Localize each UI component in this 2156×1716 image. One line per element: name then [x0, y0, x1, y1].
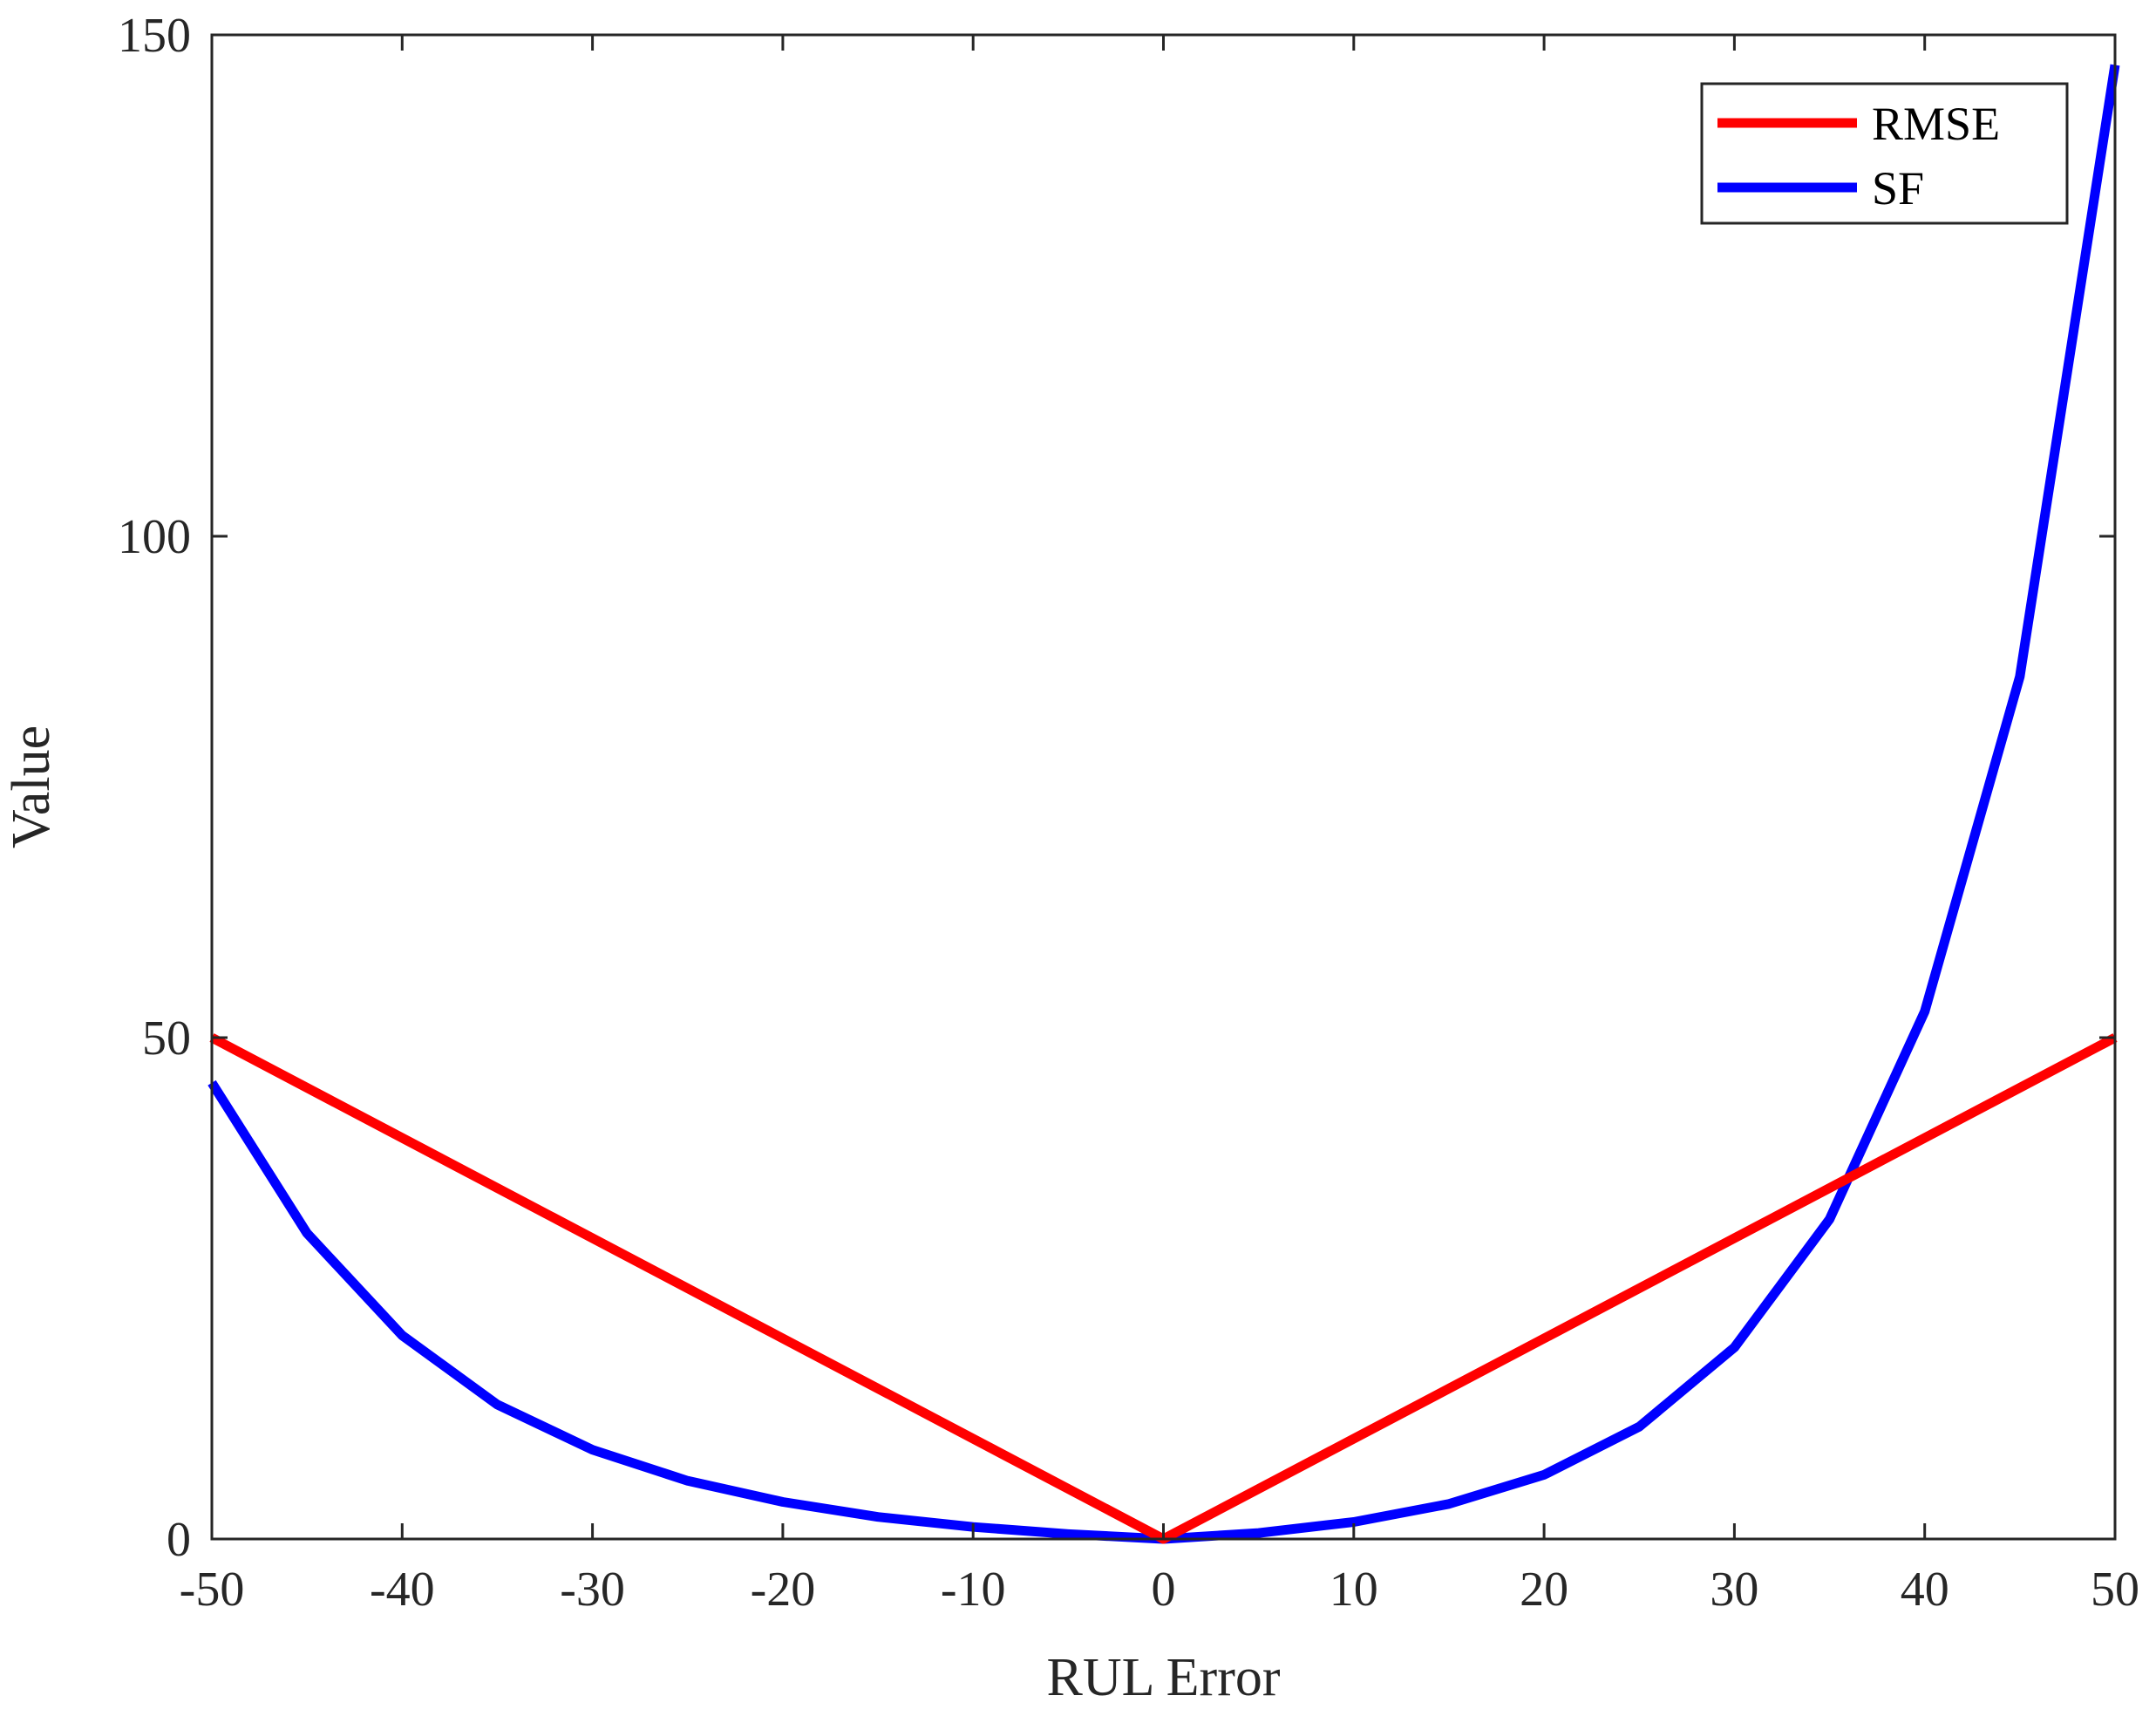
x-tick-label: 20	[1520, 1563, 1568, 1617]
axes-box	[210, 33, 2117, 1541]
y-tick-label: 100	[118, 510, 191, 564]
x-axis-title: RUL Error	[1046, 1648, 1280, 1707]
axis-ticks	[210, 33, 2117, 1541]
x-tick-label: -30	[560, 1563, 625, 1617]
x-tick-label: -10	[941, 1563, 1006, 1617]
y-axis-title: Value	[2, 725, 61, 848]
x-tick-label: -50	[180, 1563, 245, 1617]
series-line-sf	[207, 64, 2120, 1544]
tick-labels: -50 -40 -30 -20 -10 0 10 20 30 40 50 0 50 100 150	[118, 9, 2139, 1617]
y-tick-label: 50	[142, 1011, 191, 1066]
x-tick-label: 0	[1152, 1563, 1176, 1617]
x-tick-label: -20	[751, 1563, 816, 1617]
x-tick-label: 30	[1710, 1563, 1758, 1617]
x-tick-label: 50	[2091, 1563, 2139, 1617]
x-tick-label: 10	[1330, 1563, 1378, 1617]
x-tick-label: 40	[1901, 1563, 1949, 1617]
legend: RMSE SF	[1700, 82, 2069, 225]
x-tick-label: -40	[370, 1563, 435, 1617]
legend-label-rmse: RMSE	[1872, 98, 2000, 150]
plot-area	[207, 64, 2120, 1544]
y-tick-label: 0	[167, 1513, 191, 1567]
series-line-rmse	[209, 1033, 2118, 1544]
legend-label-sf: SF	[1872, 162, 1924, 214]
y-tick-label: 150	[118, 9, 191, 63]
legend-box	[1700, 82, 2069, 225]
